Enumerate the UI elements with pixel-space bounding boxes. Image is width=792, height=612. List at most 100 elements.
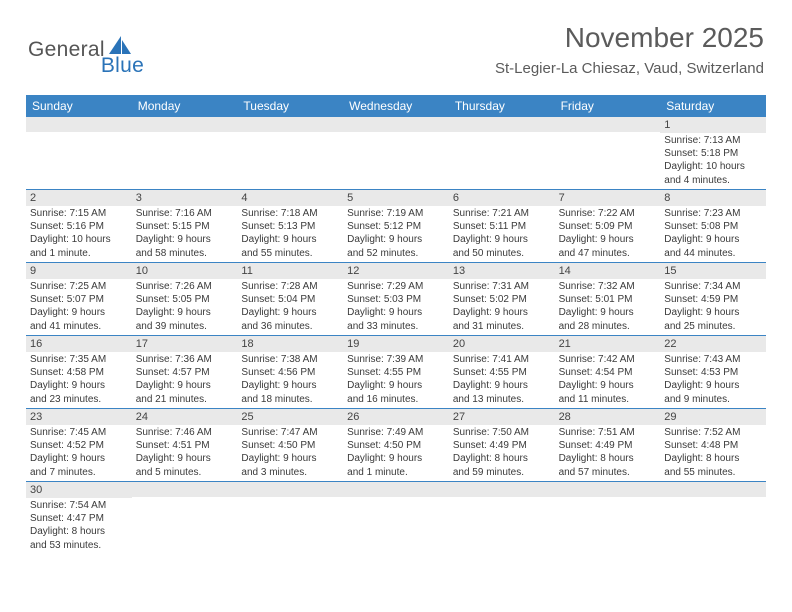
day-line: Daylight: 8 hours [453,452,551,465]
day-content: Sunrise: 7:26 AMSunset: 5:05 PMDaylight:… [132,279,238,335]
day-content: Sunrise: 7:23 AMSunset: 5:08 PMDaylight:… [660,206,766,262]
day-cell: 24Sunrise: 7:46 AMSunset: 4:51 PMDayligh… [132,409,238,481]
day-content: Sunrise: 7:36 AMSunset: 4:57 PMDaylight:… [132,352,238,408]
day-cell [237,482,343,554]
day-line: and 31 minutes. [453,320,551,333]
day-line: Sunrise: 7:54 AM [30,499,128,512]
day-content: Sunrise: 7:21 AMSunset: 5:11 PMDaylight:… [449,206,555,262]
day-line: Sunrise: 7:50 AM [453,426,551,439]
day-line: Daylight: 9 hours [664,233,762,246]
day-number [343,482,449,497]
day-number [555,117,661,132]
day-line: Sunset: 4:48 PM [664,439,762,452]
day-content: Sunrise: 7:16 AMSunset: 5:15 PMDaylight:… [132,206,238,262]
day-line: Sunset: 5:08 PM [664,220,762,233]
day-line: and 36 minutes. [241,320,339,333]
day-line: Sunrise: 7:32 AM [559,280,657,293]
day-line: Daylight: 9 hours [347,452,445,465]
day-line: Sunrise: 7:29 AM [347,280,445,293]
day-line: Daylight: 9 hours [559,233,657,246]
day-content: Sunrise: 7:19 AMSunset: 5:12 PMDaylight:… [343,206,449,262]
day-cell: 11Sunrise: 7:28 AMSunset: 5:04 PMDayligh… [237,263,343,335]
day-line: Daylight: 8 hours [559,452,657,465]
day-line: Sunrise: 7:38 AM [241,353,339,366]
day-line: Sunrise: 7:21 AM [453,207,551,220]
day-number: 23 [26,409,132,425]
day-line: and 1 minute. [30,247,128,260]
day-line: and 52 minutes. [347,247,445,260]
day-content: Sunrise: 7:41 AMSunset: 4:55 PMDaylight:… [449,352,555,408]
day-line: Sunset: 4:50 PM [241,439,339,452]
weekday-label: Sunday [26,95,132,117]
day-cell: 14Sunrise: 7:32 AMSunset: 5:01 PMDayligh… [555,263,661,335]
day-cell: 30Sunrise: 7:54 AMSunset: 4:47 PMDayligh… [26,482,132,554]
day-content [449,497,555,549]
day-line: Sunset: 5:02 PM [453,293,551,306]
day-cell: 28Sunrise: 7:51 AMSunset: 4:49 PMDayligh… [555,409,661,481]
day-number: 8 [660,190,766,206]
day-cell: 21Sunrise: 7:42 AMSunset: 4:54 PMDayligh… [555,336,661,408]
day-line: and 47 minutes. [559,247,657,260]
day-cell [660,482,766,554]
day-line: Daylight: 8 hours [30,525,128,538]
day-number [237,117,343,132]
day-cell: 6Sunrise: 7:21 AMSunset: 5:11 PMDaylight… [449,190,555,262]
day-number [660,482,766,497]
day-content: Sunrise: 7:42 AMSunset: 4:54 PMDaylight:… [555,352,661,408]
day-content [132,132,238,184]
day-number [237,482,343,497]
day-line: Sunset: 4:58 PM [30,366,128,379]
day-line: Sunrise: 7:18 AM [241,207,339,220]
day-cell: 22Sunrise: 7:43 AMSunset: 4:53 PMDayligh… [660,336,766,408]
day-number [555,482,661,497]
day-cell: 7Sunrise: 7:22 AMSunset: 5:09 PMDaylight… [555,190,661,262]
day-cell: 18Sunrise: 7:38 AMSunset: 4:56 PMDayligh… [237,336,343,408]
day-line: and 13 minutes. [453,393,551,406]
day-line: Sunset: 4:49 PM [559,439,657,452]
day-line: Sunrise: 7:39 AM [347,353,445,366]
day-line: and 3 minutes. [241,466,339,479]
day-line: Daylight: 10 hours [30,233,128,246]
title-block: November 2025 St-Legier-La Chiesaz, Vaud… [495,22,764,77]
day-line: and 16 minutes. [347,393,445,406]
day-content: Sunrise: 7:54 AMSunset: 4:47 PMDaylight:… [26,498,132,554]
day-line: Sunset: 5:03 PM [347,293,445,306]
day-line: Daylight: 10 hours [664,160,762,173]
day-number: 3 [132,190,238,206]
day-content: Sunrise: 7:50 AMSunset: 4:49 PMDaylight:… [449,425,555,481]
day-cell: 10Sunrise: 7:26 AMSunset: 5:05 PMDayligh… [132,263,238,335]
day-content [555,132,661,184]
day-line: and 21 minutes. [136,393,234,406]
day-content [343,497,449,549]
day-line: Sunset: 4:52 PM [30,439,128,452]
day-line: Sunset: 4:57 PM [136,366,234,379]
day-content: Sunrise: 7:34 AMSunset: 4:59 PMDaylight:… [660,279,766,335]
day-line: Daylight: 9 hours [664,306,762,319]
day-line: Daylight: 9 hours [347,233,445,246]
day-content: Sunrise: 7:43 AMSunset: 4:53 PMDaylight:… [660,352,766,408]
day-line: Daylight: 9 hours [664,379,762,392]
day-line: Sunset: 5:04 PM [241,293,339,306]
day-line: Sunrise: 7:43 AM [664,353,762,366]
day-line: and 28 minutes. [559,320,657,333]
day-line: Sunrise: 7:36 AM [136,353,234,366]
day-line: Sunrise: 7:45 AM [30,426,128,439]
day-cell: 12Sunrise: 7:29 AMSunset: 5:03 PMDayligh… [343,263,449,335]
day-number: 27 [449,409,555,425]
day-cell [26,117,132,189]
day-number: 6 [449,190,555,206]
day-line: Sunset: 5:07 PM [30,293,128,306]
day-content: Sunrise: 7:52 AMSunset: 4:48 PMDaylight:… [660,425,766,481]
day-line: and 18 minutes. [241,393,339,406]
day-line: Sunrise: 7:49 AM [347,426,445,439]
day-line: and 25 minutes. [664,320,762,333]
week-row: 2Sunrise: 7:15 AMSunset: 5:16 PMDaylight… [26,190,766,263]
day-line: Sunrise: 7:16 AM [136,207,234,220]
day-line: Sunrise: 7:51 AM [559,426,657,439]
day-line: Daylight: 9 hours [136,452,234,465]
day-line: Sunrise: 7:41 AM [453,353,551,366]
day-number: 17 [132,336,238,352]
day-content: Sunrise: 7:49 AMSunset: 4:50 PMDaylight:… [343,425,449,481]
day-line: Sunrise: 7:26 AM [136,280,234,293]
day-line: and 11 minutes. [559,393,657,406]
